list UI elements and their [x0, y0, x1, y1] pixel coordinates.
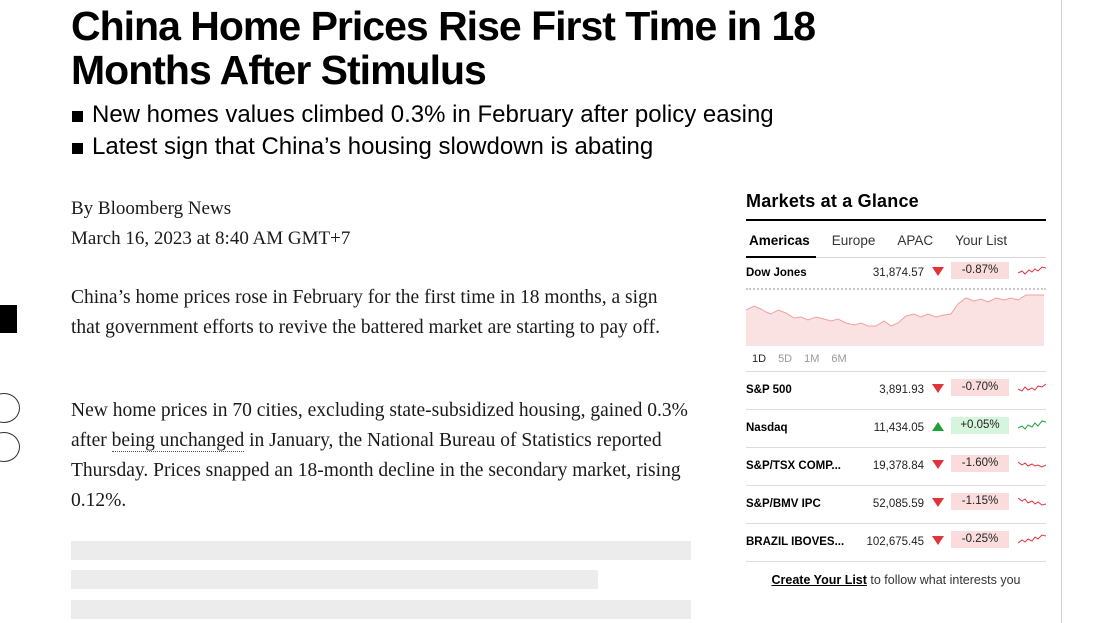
bullet-square-icon	[72, 143, 83, 154]
sparkline-icon	[1018, 383, 1046, 392]
market-change: -1.15%	[951, 493, 1009, 510]
dow-jones-intraday-chart[interactable]	[745, 290, 1046, 346]
range-6m[interactable]: 6M	[831, 352, 847, 365]
market-price: 11,434.05	[873, 422, 924, 434]
market-name: S&P 500	[746, 384, 792, 396]
tab-your-list[interactable]: Your List	[955, 233, 1008, 248]
article-summary: New homes values climbed 0.3% in Februar…	[71, 99, 774, 163]
market-price: 102,675.45	[866, 536, 924, 548]
market-name: Nasdaq	[746, 422, 788, 434]
sparkline-icon	[1018, 461, 1046, 468]
market-row-sp-tsx[interactable]: S&P/TSX COMP... 19,378.84 -1.60%	[746, 448, 1046, 486]
down-arrow-icon	[932, 536, 944, 545]
create-list-footer: Create Your List to follow what interest…	[771, 573, 1021, 587]
article-paragraph: China’s home prices rose in February for…	[71, 287, 660, 338]
market-name: BRAZIL IBOVES...	[746, 536, 845, 548]
down-arrow-icon	[932, 460, 944, 469]
down-arrow-icon	[932, 267, 944, 276]
range-1d[interactable]: 1D	[752, 352, 767, 365]
market-name: S&P/BMV IPC	[746, 498, 821, 510]
loading-placeholder	[71, 600, 691, 619]
byline: By Bloomberg News March 16, 2023 at 8:40…	[71, 194, 350, 254]
market-row-dow-jones[interactable]: Dow Jones 31,874.57 -0.87%	[746, 258, 1046, 286]
market-price: 3,891.93	[879, 384, 924, 396]
page-divider	[1061, 0, 1062, 623]
market-change: +0.05%	[951, 417, 1009, 434]
market-change: -0.25%	[951, 531, 1009, 548]
market-price: 31,874.57	[872, 267, 924, 279]
markets-widget: Markets at a Glance Americas Europe APAC…	[745, 188, 1046, 587]
publish-date: March 16, 2023 at 8:40 AM GMT+7	[71, 228, 351, 249]
down-arrow-icon	[932, 384, 944, 393]
summary-bullet: New homes values climbed 0.3% in Februar…	[71, 99, 774, 131]
loading-placeholder	[71, 570, 598, 589]
inline-link[interactable]: being unchanged	[111, 430, 245, 452]
summary-bullet: Latest sign that China’s housing slowdow…	[71, 131, 774, 163]
bullet-square-icon	[72, 111, 83, 122]
sparkline-icon	[1018, 534, 1046, 544]
up-arrow-icon	[932, 422, 944, 431]
article-paragraph: New home prices in 70 cities, excluding …	[71, 400, 688, 511]
market-price: 19,378.84	[872, 460, 924, 472]
sparkline-icon	[1018, 497, 1046, 506]
edge-circle-button[interactable]	[0, 432, 20, 462]
down-arrow-icon	[932, 498, 944, 507]
chart-range-selector: 1D 5D 1M 6M	[746, 346, 1046, 372]
intraday-area-chart	[745, 294, 1044, 346]
market-price: 52,085.59	[872, 498, 924, 510]
market-change: -1.60%	[951, 455, 1009, 472]
tab-apac[interactable]: APAC	[897, 233, 934, 248]
article-headline: China Home Prices Rise First Time in 18 …	[71, 3, 816, 93]
market-row-nasdaq[interactable]: Nasdaq 11,434.05 +0.05%	[746, 410, 1046, 448]
edge-3d-button[interactable]: 3D	[0, 393, 20, 423]
author: By Bloomberg News	[71, 198, 232, 219]
tab-europe[interactable]: Europe	[831, 233, 876, 248]
divider	[746, 288, 1046, 290]
markets-tabs: Americas Europe APAC Your List	[746, 221, 1046, 258]
edge-tab-marker[interactable]	[0, 305, 17, 333]
range-5d[interactable]: 5D	[778, 352, 793, 365]
tab-americas[interactable]: Americas	[746, 221, 816, 258]
market-name: Dow Jones	[746, 267, 807, 279]
create-your-list-link[interactable]: Create Your List	[771, 573, 867, 587]
market-name: S&P/TSX COMP...	[746, 460, 842, 472]
sparkline-icon	[1018, 420, 1046, 430]
range-1m[interactable]: 1M	[804, 352, 820, 365]
sparkline-icon	[1018, 266, 1046, 275]
market-change: -0.70%	[951, 379, 1009, 396]
market-change: -0.87%	[951, 262, 1009, 279]
market-row-brazil-ibovespa[interactable]: BRAZIL IBOVES... 102,675.45 -0.25%	[746, 524, 1046, 562]
markets-title: Markets at a Glance	[746, 188, 1046, 221]
market-row-sp-bmv[interactable]: S&P/BMV IPC 52,085.59 -1.15%	[746, 486, 1046, 524]
market-row-sp500[interactable]: S&P 500 3,891.93 -0.70%	[746, 372, 1046, 410]
loading-placeholder	[71, 541, 691, 560]
